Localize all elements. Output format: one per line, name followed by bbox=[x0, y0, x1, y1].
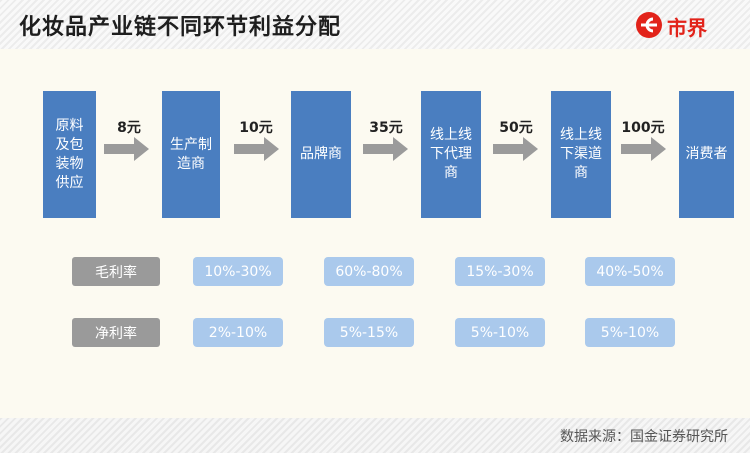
net-margin-label: 净利率 bbox=[72, 318, 160, 347]
chain-box-label: 线上线下代理商 bbox=[430, 127, 472, 181]
chain-box-label: 线上线下渠道商 bbox=[560, 127, 602, 181]
brand-logo: 市界 bbox=[636, 12, 746, 40]
gross-margin-value: 60%-80% bbox=[324, 257, 414, 286]
right-arrow-icon bbox=[104, 137, 149, 161]
logo-text: 市界 bbox=[667, 16, 707, 40]
right-arrow-icon bbox=[363, 137, 408, 161]
chain-box-label: 品牌商 bbox=[300, 146, 342, 162]
gross-margin-value: 15%-30% bbox=[455, 257, 545, 286]
chain-box-label: 原料及包装物供应 bbox=[55, 117, 84, 191]
price-label: 50元 bbox=[499, 120, 533, 136]
right-arrow-icon bbox=[493, 137, 538, 161]
price-label: 100元 bbox=[621, 120, 665, 136]
chain-box-manufacturer: 生产制造商 bbox=[162, 91, 220, 218]
chain-box-agent: 线上线下代理商 bbox=[421, 91, 481, 218]
net-margin-value: 5%-10% bbox=[455, 318, 545, 347]
gross-margin-value: 40%-50% bbox=[585, 257, 675, 286]
chain-box-consumer: 消费者 bbox=[679, 91, 734, 218]
chain-box-label: 生产制造商 bbox=[170, 136, 212, 172]
price-label: 8元 bbox=[117, 120, 141, 136]
net-margin-value: 5%-15% bbox=[324, 318, 414, 347]
price-label: 35元 bbox=[369, 120, 403, 136]
chain-box-channel: 线上线下渠道商 bbox=[551, 91, 611, 218]
page-title: 化妆品产业链不同环节利益分配 bbox=[19, 15, 342, 40]
net-margin-value: 5%-10% bbox=[585, 318, 675, 347]
gross-margin-value: 10%-30% bbox=[193, 257, 283, 286]
logo-mark-icon bbox=[636, 12, 662, 38]
source-note: 数据来源：国金证券研究所 bbox=[560, 429, 728, 445]
chain-box-brand: 品牌商 bbox=[291, 91, 351, 218]
footer-bar: 数据来源：国金证券研究所 bbox=[0, 418, 750, 453]
right-arrow-icon bbox=[621, 137, 666, 161]
gross-margin-label: 毛利率 bbox=[72, 257, 160, 286]
net-margin-value: 2%-10% bbox=[193, 318, 283, 347]
chain-box-raw-materials: 原料及包装物供应 bbox=[43, 91, 96, 218]
chain-box-label: 消费者 bbox=[685, 146, 728, 162]
price-label: 10元 bbox=[239, 120, 273, 136]
header-bar: 化妆品产业链不同环节利益分配 市界 bbox=[0, 0, 750, 49]
right-arrow-icon bbox=[234, 137, 279, 161]
